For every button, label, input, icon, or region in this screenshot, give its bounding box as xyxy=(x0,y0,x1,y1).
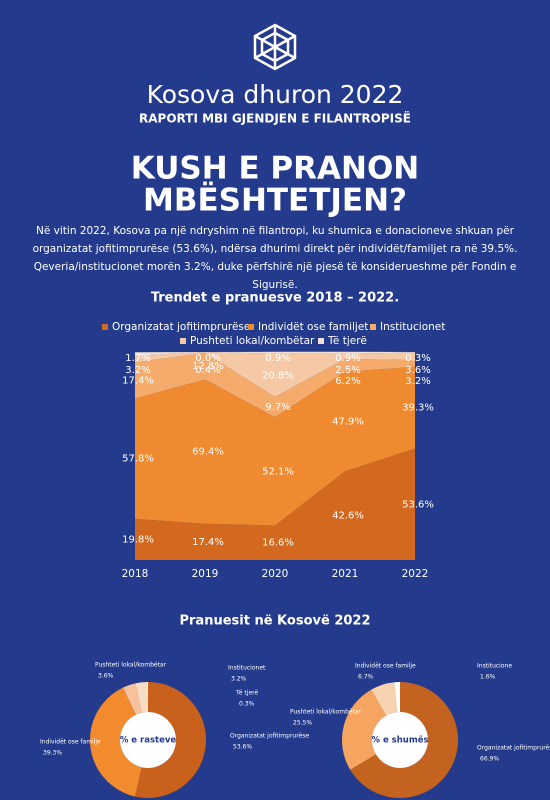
pie-slice xyxy=(89,687,142,797)
x-tick-label: 2018 xyxy=(122,568,149,580)
slice-label: Organizatat jofitimprurëse xyxy=(230,733,309,740)
title: Kosova dhuron 2022 xyxy=(147,80,404,109)
data-label: 52.1% xyxy=(262,466,294,477)
data-label: 1.7% xyxy=(125,353,150,364)
pie-slice xyxy=(122,683,142,715)
data-label: 20.8% xyxy=(262,370,294,381)
chart-title: Trendet e pranuesve 2018 – 2022. xyxy=(151,291,399,306)
legend-label: Organizatat jofitimprurëse xyxy=(112,321,250,333)
x-tick-label: 2020 xyxy=(262,568,289,580)
slice-value: 3.2% xyxy=(231,676,247,683)
slice-label: Pushteti lokal/kombëtar xyxy=(290,709,362,716)
data-label: 16.6% xyxy=(262,538,294,549)
slice-value: 6.7% xyxy=(358,674,374,681)
data-label: 3.2% xyxy=(125,365,150,376)
data-label: 9.7% xyxy=(265,402,290,413)
donut-hole xyxy=(372,712,428,768)
slice-label: Individët ose familje xyxy=(40,739,101,746)
data-label: 0.0% xyxy=(195,353,220,364)
center-label: % e rasteve xyxy=(120,736,177,746)
pie-slice xyxy=(341,689,387,770)
area xyxy=(135,351,415,356)
data-label: 47.9% xyxy=(332,417,364,428)
logo xyxy=(253,23,297,71)
legend-label: Individët ose familjet xyxy=(258,321,368,333)
data-label: 39.3% xyxy=(402,403,434,414)
slice-value: 25.5% xyxy=(293,720,312,727)
data-label: 17.4% xyxy=(192,537,224,548)
data-label: 0.9% xyxy=(335,353,360,364)
headline: MBËSHTETJEN? xyxy=(143,183,407,219)
donut-hole xyxy=(120,712,176,768)
slice-value: 66.9% xyxy=(480,756,499,763)
legend-swatch xyxy=(370,324,376,330)
pie-slice xyxy=(350,682,458,798)
data-label: 12.8% xyxy=(192,361,224,372)
slice-label: Pushteti lokal/kombëtar xyxy=(95,662,167,669)
data-label: 6.2% xyxy=(335,376,360,387)
legend-swatch xyxy=(180,338,186,344)
slice-label: Organizatat jofitimprurëse xyxy=(477,745,550,752)
data-label: 19.8% xyxy=(122,534,154,545)
legend-label: Të tjerë xyxy=(327,335,367,347)
data-label: 0.4% xyxy=(195,365,220,376)
slice-label: Individët ose familje xyxy=(355,663,416,670)
slice-label: Institucionet xyxy=(228,665,266,672)
data-label: 42.6% xyxy=(332,511,364,522)
subtitle: RAPORTI MBI GJENDJEN E FILANTROPISË xyxy=(139,111,411,126)
data-label: 53.6% xyxy=(402,499,434,510)
pie-slice xyxy=(134,682,206,798)
area xyxy=(135,352,415,397)
data-label: 57.8% xyxy=(122,454,154,465)
slice-value: 0.3% xyxy=(239,701,255,708)
legend-label: Institucionet xyxy=(380,321,445,333)
area xyxy=(135,352,415,418)
legend-swatch xyxy=(318,338,324,344)
data-label: 2.5% xyxy=(335,365,360,376)
slice-label: Institucione xyxy=(477,663,512,670)
data-label: 3.2% xyxy=(405,376,430,387)
pie-slice xyxy=(371,682,398,716)
headline: KUSH E PRANON xyxy=(131,151,420,187)
x-tick-label: 2022 xyxy=(402,568,429,580)
slice-value: 3.6% xyxy=(98,673,114,680)
data-label: 3.6% xyxy=(405,365,430,376)
data-label: 69.4% xyxy=(192,447,224,458)
area xyxy=(135,366,415,526)
slice-value: 53.6% xyxy=(233,744,252,751)
data-label: 17.4% xyxy=(122,375,154,386)
area xyxy=(135,448,415,560)
legend-label: Pushteti lokal/kombëtar xyxy=(190,335,315,347)
pie-slice xyxy=(135,682,148,713)
x-tick-label: 2019 xyxy=(192,568,219,580)
legend-swatch xyxy=(102,324,108,330)
data-label: 0.3% xyxy=(405,353,430,364)
pie-slice xyxy=(394,682,400,713)
center-label: % e shumës xyxy=(371,736,428,746)
slice-value: 1.6% xyxy=(480,674,496,681)
slice-label: Të tjerë xyxy=(235,690,258,697)
pie-slice xyxy=(146,682,148,713)
section-title: Pranuesit në Kosovë 2022 xyxy=(179,614,370,629)
intro-text: Në vitin 2022, Kosova pa një ndryshim në… xyxy=(32,225,518,291)
slice-value: 39.3% xyxy=(43,750,62,757)
legend-swatch xyxy=(248,324,254,330)
x-tick-label: 2021 xyxy=(332,568,359,580)
data-label: 0.9% xyxy=(265,353,290,364)
